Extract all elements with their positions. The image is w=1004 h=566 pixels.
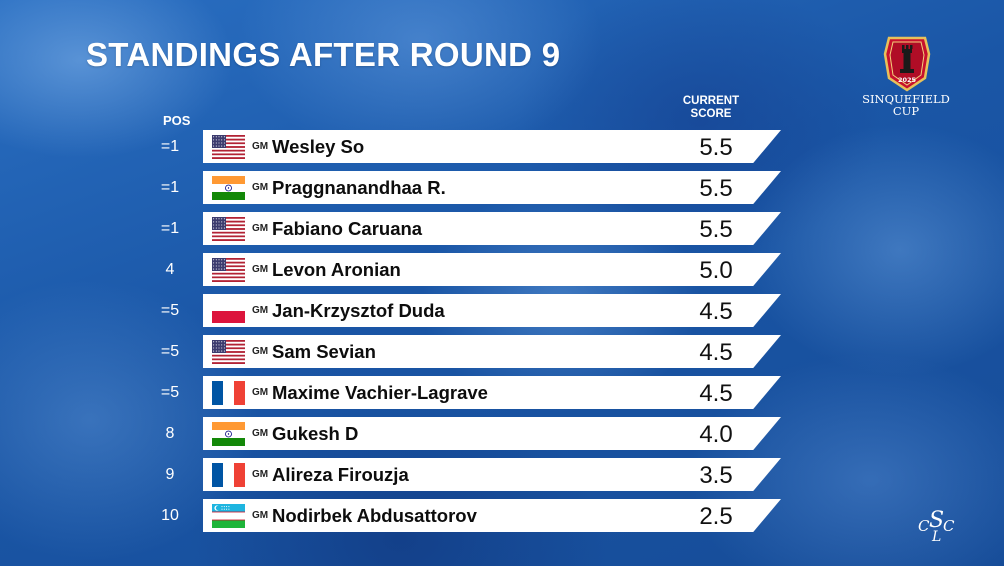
player-bar: GM Fabiano Caruana 5.5 <box>203 212 781 245</box>
player-score: 5.0 <box>699 257 733 284</box>
standings-row: 4 GM Levon Aronian 5.0 <box>0 253 800 294</box>
logo-wordmark: SINQUEFIELD CUP <box>852 93 960 117</box>
standings-row: =1 GM Praggnanandhaa R. 5.5 <box>0 171 800 212</box>
logo-line2: CUP <box>892 104 920 118</box>
player-bar: GM Maxime Vachier-Lagrave 4.5 <box>203 376 781 409</box>
player-title: GM <box>252 264 269 275</box>
player-name: Praggnanandhaa R. <box>272 177 446 198</box>
monogram-l: L <box>931 529 941 545</box>
player-title: GM <box>252 141 269 152</box>
score-header-line2: SCORE <box>690 108 732 120</box>
logo-line1: SINQUEFIELD <box>862 92 950 106</box>
standings-row: =5 GM Maxime Vachier-Lagrave 4.5 <box>0 376 800 417</box>
player-name: Jan-Krzysztof Duda <box>272 300 445 321</box>
player-name: Nodirbek Abdusattorov <box>272 505 477 526</box>
player-name: Wesley So <box>272 136 365 157</box>
player-bar: GM Levon Aronian 5.0 <box>203 253 781 286</box>
position: 8 <box>165 425 175 442</box>
player-bar: GM Sam Sevian 4.5 <box>203 335 781 368</box>
player-bar: GM Jan-Krzysztof Duda 4.5 <box>203 294 781 327</box>
page-title: STANDINGS AFTER ROUND 9 <box>86 36 561 73</box>
player-score: 5.5 <box>699 134 733 161</box>
flag-poland-icon <box>212 299 245 323</box>
standings-table: =1 GM Wesley So 5.5 =1 GM Praggnanandhaa… <box>0 130 800 540</box>
position: =5 <box>160 302 180 319</box>
player-name: Gukesh D <box>272 423 359 444</box>
player-name: Maxime Vachier-Lagrave <box>272 382 488 403</box>
flag-india-icon <box>212 422 245 446</box>
standings-row: =5 GM Sam Sevian 4.5 <box>0 335 800 376</box>
position: 9 <box>165 466 175 483</box>
flag-france-icon <box>212 463 245 487</box>
player-name: Fabiano Caruana <box>272 218 423 239</box>
flag-usa-icon <box>212 340 245 364</box>
player-title: GM <box>252 223 269 234</box>
position: =5 <box>160 343 180 360</box>
standings-row: 9 GM Alireza Firouzja 3.5 <box>0 458 800 499</box>
position: =1 <box>160 138 180 155</box>
player-title: GM <box>252 428 269 439</box>
player-bar: GM Alireza Firouzja 3.5 <box>203 458 781 491</box>
player-bar: GM Nodirbek Abdusattorov 2.5 <box>203 499 781 532</box>
position: 4 <box>165 261 175 278</box>
player-title: GM <box>252 510 269 521</box>
player-bar: GM Gukesh D 4.0 <box>203 417 781 450</box>
position: =5 <box>160 384 180 401</box>
flag-uzbekistan-icon <box>212 504 245 528</box>
standings-row: =5 GM Jan-Krzysztof Duda 4.5 <box>0 294 800 335</box>
player-title: GM <box>252 387 269 398</box>
score-header-line1: CURRENT <box>682 95 740 107</box>
flag-usa-icon <box>212 217 245 241</box>
standings-row: =1 GM Wesley So 5.5 <box>0 130 800 171</box>
player-title: GM <box>252 305 269 316</box>
player-score: 3.5 <box>699 462 733 489</box>
player-score: 4.5 <box>699 380 733 407</box>
player-name: Sam Sevian <box>272 341 376 362</box>
sinquefield-cup-logo-icon: 2025 <box>883 36 931 92</box>
position: =1 <box>160 220 180 237</box>
player-name: Levon Aronian <box>272 259 401 280</box>
player-score: 4.5 <box>699 298 733 325</box>
logo-year: 2025 <box>898 76 917 84</box>
score-column-header: CURRENT SCORE <box>672 95 750 121</box>
standings-row: =1 GM Fabiano Caruana 5.5 <box>0 212 800 253</box>
player-title: GM <box>252 182 269 193</box>
monogram-c2: C <box>943 517 955 535</box>
player-score: 2.5 <box>699 503 733 530</box>
cslc-monogram-icon: C S L C <box>918 508 955 545</box>
pos-column-header: POS <box>163 113 191 128</box>
player-score: 4.0 <box>699 421 733 448</box>
player-score: 5.5 <box>699 216 733 243</box>
flag-india-icon <box>212 176 245 200</box>
player-title: GM <box>252 469 269 480</box>
flag-france-icon <box>212 381 245 405</box>
player-score: 4.5 <box>699 339 733 366</box>
standings-row: 10 GM Nodirbek Abdusattorov 2.5 <box>0 499 800 540</box>
player-bar: GM Praggnanandhaa R. 5.5 <box>203 171 781 204</box>
monogram-s: S <box>929 508 944 533</box>
player-bar: GM Wesley So 5.5 <box>203 130 781 163</box>
monogram-c1: C <box>918 517 930 535</box>
position: 10 <box>161 507 179 524</box>
player-title: GM <box>252 346 269 357</box>
flag-usa-icon <box>212 258 245 282</box>
position: =1 <box>160 179 180 196</box>
standings-row: 8 GM Gukesh D 4.0 <box>0 417 800 458</box>
flag-usa-icon <box>212 135 245 159</box>
player-name: Alireza Firouzja <box>272 464 409 485</box>
player-score: 5.5 <box>699 175 733 202</box>
